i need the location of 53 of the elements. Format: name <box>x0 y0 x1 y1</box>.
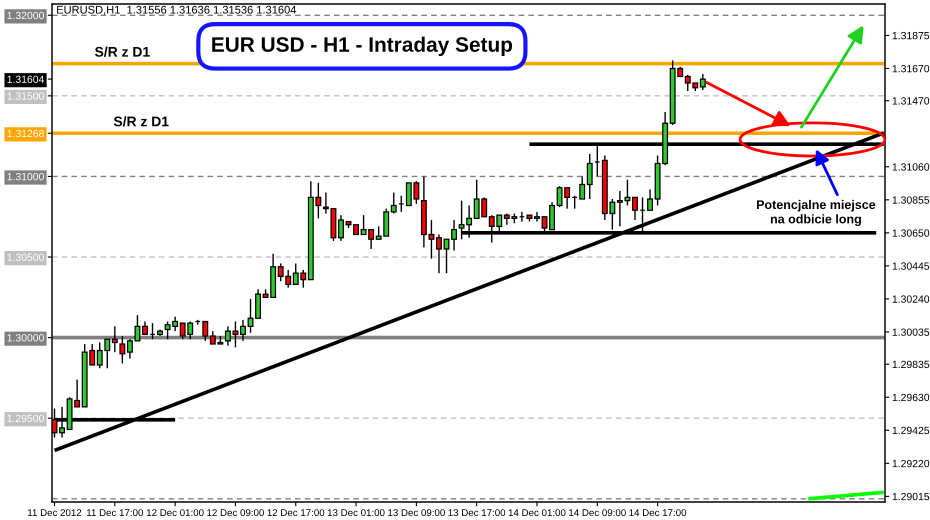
candlestick <box>292 262 299 286</box>
y-tick-label: 1.31670 <box>892 64 930 72</box>
x-tick-label: 13 Dec 09:00 <box>388 509 445 516</box>
annotation: Potencjalne miejsce na odbicie long <box>756 200 876 226</box>
y2-tick-label: 1.31604 <box>8 76 44 83</box>
candlestick <box>112 326 118 353</box>
candlestick <box>390 192 397 214</box>
x-tick-label: 11 Dec 17:00 <box>87 509 143 516</box>
candlestick <box>104 338 110 369</box>
candlestick <box>579 176 586 200</box>
candlestick <box>586 153 593 200</box>
x-tick-label: 11 Dec 2012 <box>28 509 82 516</box>
y-tick-label: 1.29015 <box>892 492 930 500</box>
y-tick-label: 1.31470 <box>892 97 930 105</box>
y2-tick-label: 1.30000 <box>8 334 44 342</box>
y2-tick-label: 1.31268 <box>8 130 44 138</box>
candlestick <box>572 195 578 210</box>
y-tick-label: 1.31060 <box>892 163 930 171</box>
y-tick-label: 1.31875 <box>892 32 930 40</box>
candlestick <box>398 195 404 213</box>
x-tick-label: 13 Dec 17:00 <box>448 509 506 516</box>
x-tick-label: 12 Dec 09:00 <box>207 509 264 516</box>
candlestick <box>150 322 156 340</box>
x-tick-label: 14 Dec 17:00 <box>629 509 686 516</box>
y2-tick-label: 1.30500 <box>8 254 44 261</box>
text: EUR USD - H1 - Intraday Setup <box>212 36 512 56</box>
candlestick <box>300 269 306 288</box>
annotation: S/R z D1 <box>94 46 150 57</box>
y-tick-label: 1.30035 <box>892 328 930 336</box>
candlestick <box>96 342 103 369</box>
y-tick-label: 1.30855 <box>892 196 930 204</box>
candlestick <box>202 320 208 342</box>
x-tick-label: 14 Dec 01:00 <box>508 509 566 516</box>
chart-subtitle: EURUSD,H1 1.31556 1.31636 1.31536 1.31604 <box>57 6 296 15</box>
x-tick-label: 12 Dec 01:00 <box>146 509 204 516</box>
y-tick-label: 1.29425 <box>892 426 930 434</box>
y-tick-label: 1.29630 <box>892 394 930 402</box>
y2-tick-label: 1.32000 <box>8 12 44 20</box>
candlestick <box>700 73 706 91</box>
y2-tick-label: 1.31000 <box>8 172 44 180</box>
y-tick-label: 1.30445 <box>892 262 930 270</box>
y-tick-label: 1.30650 <box>892 229 930 237</box>
x-tick-label: 12 Dec 17:00 <box>268 509 324 516</box>
y2-tick-label: 1.31500 <box>8 92 44 100</box>
candlestick <box>518 211 525 222</box>
x-tick-label: 14 Dec 09:00 <box>569 509 626 516</box>
candlestick <box>684 74 691 92</box>
y2-tick-label: 1.29500 <box>8 414 44 422</box>
y-tick-label: 1.29220 <box>892 460 930 468</box>
annotation: S/R z D1 <box>114 116 169 126</box>
y-tick-label: 1.30240 <box>892 295 930 303</box>
x-tick-label: 13 Dec 01:00 <box>328 509 385 516</box>
y-tick-label: 1.29835 <box>892 360 930 368</box>
